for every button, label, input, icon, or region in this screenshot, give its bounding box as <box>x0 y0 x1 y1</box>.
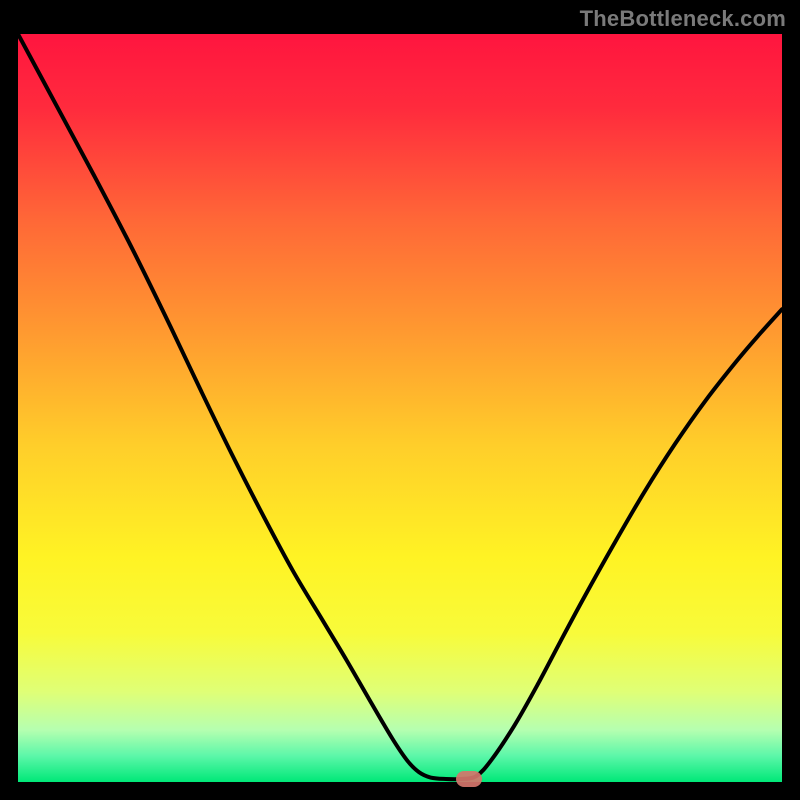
min-marker <box>456 771 482 787</box>
watermark-text: TheBottleneck.com <box>580 6 786 32</box>
curve-svg <box>18 34 782 782</box>
plot-area <box>18 34 782 782</box>
bottleneck-curve <box>18 34 782 779</box>
